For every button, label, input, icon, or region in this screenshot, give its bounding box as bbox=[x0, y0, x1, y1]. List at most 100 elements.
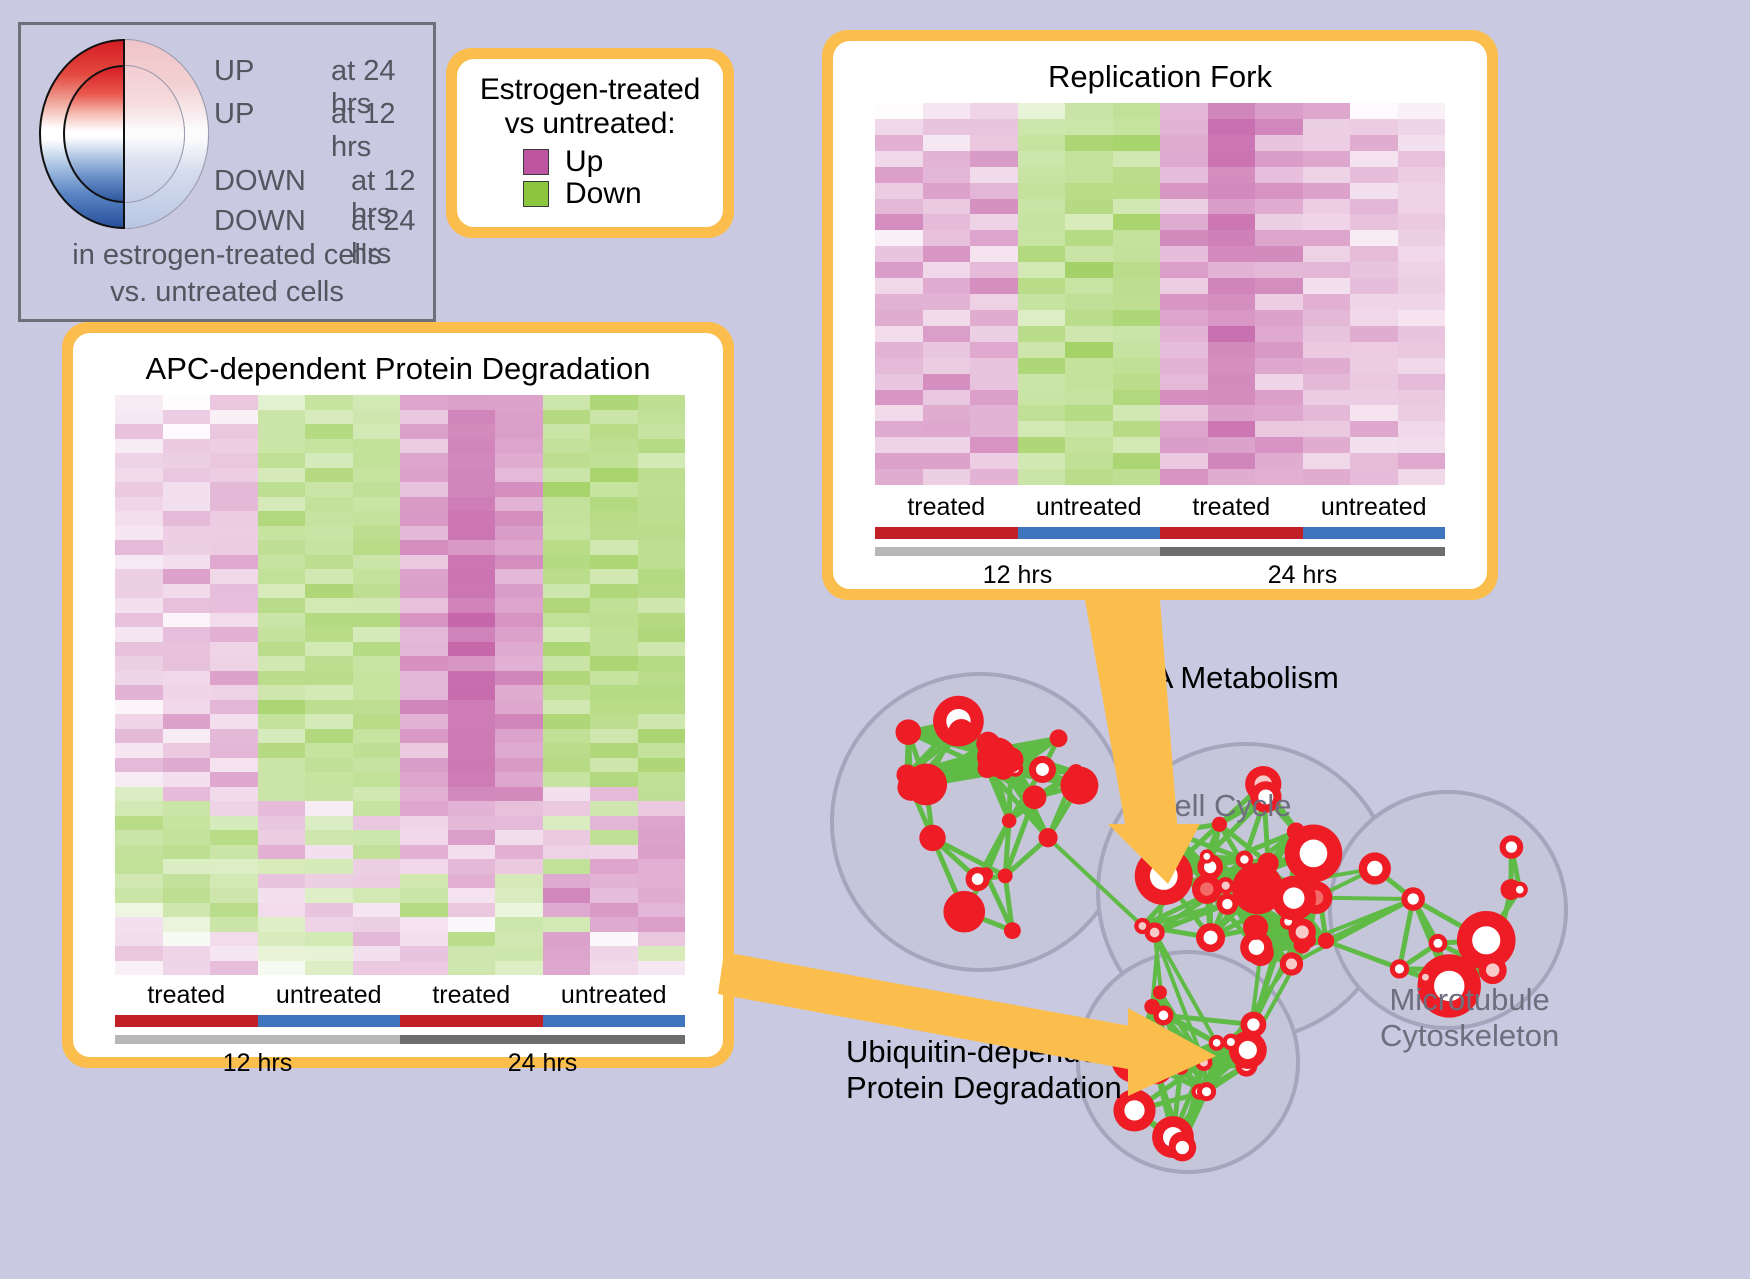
replication-fork-title: Replication Fork bbox=[1048, 59, 1272, 94]
heatmap-cell bbox=[115, 757, 163, 772]
apc-time-bars bbox=[115, 1035, 685, 1044]
heatmap-cell bbox=[590, 395, 638, 410]
heatmap-cell bbox=[637, 583, 685, 598]
heatmap-cell bbox=[1017, 469, 1065, 485]
heatmap-cell bbox=[447, 554, 495, 569]
heatmap-cell bbox=[162, 873, 210, 888]
heatmap-cell bbox=[400, 612, 448, 627]
heatmap-cell bbox=[210, 931, 258, 946]
heatmap-cell bbox=[447, 728, 495, 743]
heatmap-cell bbox=[1207, 373, 1255, 390]
heatmap-cell bbox=[210, 482, 258, 497]
heatmap-cell bbox=[257, 815, 305, 830]
heatmap-cell bbox=[1397, 294, 1445, 310]
heatmap-cell bbox=[352, 859, 400, 874]
heatmap-cell bbox=[1065, 373, 1113, 390]
network-node bbox=[965, 867, 990, 892]
heatmap-cell bbox=[352, 743, 400, 758]
heatmap-cell bbox=[257, 496, 305, 511]
heatmap-cell bbox=[542, 409, 590, 424]
heatmap-cell bbox=[400, 598, 448, 613]
network-node bbox=[998, 747, 1024, 773]
heatmap-cell bbox=[115, 554, 163, 569]
network-node bbox=[1250, 781, 1282, 813]
network-node bbox=[1428, 933, 1448, 953]
heatmap-cell bbox=[922, 118, 970, 135]
heatmap-cell bbox=[1255, 294, 1303, 310]
heatmap-cell bbox=[542, 627, 590, 642]
heatmap-cell bbox=[1017, 389, 1065, 406]
heatmap-cell bbox=[447, 656, 495, 671]
heatmap-cell bbox=[970, 405, 1018, 422]
heatmap-cell bbox=[542, 844, 590, 859]
heatmap-cell bbox=[305, 569, 353, 584]
network-node bbox=[1152, 985, 1167, 1000]
heatmap-cell bbox=[1302, 230, 1350, 247]
heatmap-cell bbox=[637, 917, 685, 932]
heatmap-cell bbox=[162, 583, 210, 598]
heatmap-cell bbox=[115, 902, 163, 917]
network-node bbox=[1196, 1082, 1217, 1102]
heatmap-cell bbox=[495, 815, 543, 830]
network-node bbox=[948, 719, 975, 745]
heatmap-cell bbox=[637, 873, 685, 888]
heatmap-cell bbox=[542, 612, 590, 627]
heatmap-cell bbox=[590, 772, 638, 787]
network-node bbox=[1235, 850, 1254, 869]
heatmap-cell bbox=[1397, 325, 1445, 342]
heatmap-cell bbox=[1302, 150, 1350, 167]
heatmap-cell bbox=[495, 409, 543, 424]
heatmap-cell bbox=[1065, 246, 1113, 263]
heatmap-cell bbox=[542, 728, 590, 743]
heatmap-cell bbox=[1112, 118, 1160, 135]
heatmap-cell bbox=[542, 743, 590, 758]
heatmap-cell bbox=[115, 960, 163, 975]
heatmap-cell bbox=[637, 424, 685, 439]
heatmap-cell bbox=[305, 525, 353, 540]
heatmap-cell bbox=[495, 496, 543, 511]
heatmap-cell bbox=[1160, 278, 1208, 294]
network-node bbox=[1478, 956, 1507, 985]
heatmap-cell bbox=[210, 844, 258, 859]
heatmap-cell bbox=[637, 801, 685, 816]
heatmap-cell bbox=[1065, 294, 1113, 310]
heatmap-cell bbox=[305, 612, 353, 627]
heatmap-cell bbox=[1112, 389, 1160, 406]
heatmap-cell bbox=[400, 496, 448, 511]
network-node bbox=[1028, 755, 1056, 783]
legend-title: Estrogen-treated vs untreated: bbox=[465, 73, 715, 141]
network-node bbox=[1195, 1053, 1213, 1071]
heatmap-cell bbox=[542, 569, 590, 584]
heatmap-cell bbox=[162, 511, 210, 526]
network-edge bbox=[983, 871, 1015, 934]
heatmap-cell bbox=[542, 960, 590, 975]
heatmap-cell bbox=[1207, 453, 1255, 470]
key-time-up-24: at 24 hrs bbox=[331, 55, 396, 120]
heatmap-cell bbox=[495, 627, 543, 642]
heatmap-cell bbox=[352, 525, 400, 540]
heatmap-cell bbox=[447, 786, 495, 801]
heatmap-cell bbox=[970, 198, 1018, 215]
heatmap-cell bbox=[542, 554, 590, 569]
heatmap-cell bbox=[1160, 453, 1208, 470]
heatmap-cell bbox=[1207, 134, 1255, 151]
heatmap-cell bbox=[257, 699, 305, 714]
heatmap-cell bbox=[1160, 341, 1208, 358]
heatmap-cell bbox=[542, 888, 590, 903]
key-value-up-24: UP bbox=[214, 55, 255, 87]
heatmap-cell bbox=[875, 134, 923, 151]
heatmap-cell bbox=[1065, 134, 1113, 151]
heatmap-cell bbox=[637, 627, 685, 642]
heatmap-cell bbox=[590, 801, 638, 816]
network-node bbox=[1288, 918, 1316, 946]
heatmap-cell bbox=[115, 743, 163, 758]
heatmap-cell bbox=[1207, 198, 1255, 215]
heatmap-cell bbox=[495, 395, 543, 410]
heatmap-cell bbox=[257, 902, 305, 917]
heatmap-cell bbox=[922, 278, 970, 294]
heatmap-cell bbox=[875, 166, 923, 183]
group-color-bar bbox=[542, 1015, 685, 1027]
heatmap-cell bbox=[542, 511, 590, 526]
heatmap-cell bbox=[637, 438, 685, 453]
heatmap-cell bbox=[875, 357, 923, 374]
